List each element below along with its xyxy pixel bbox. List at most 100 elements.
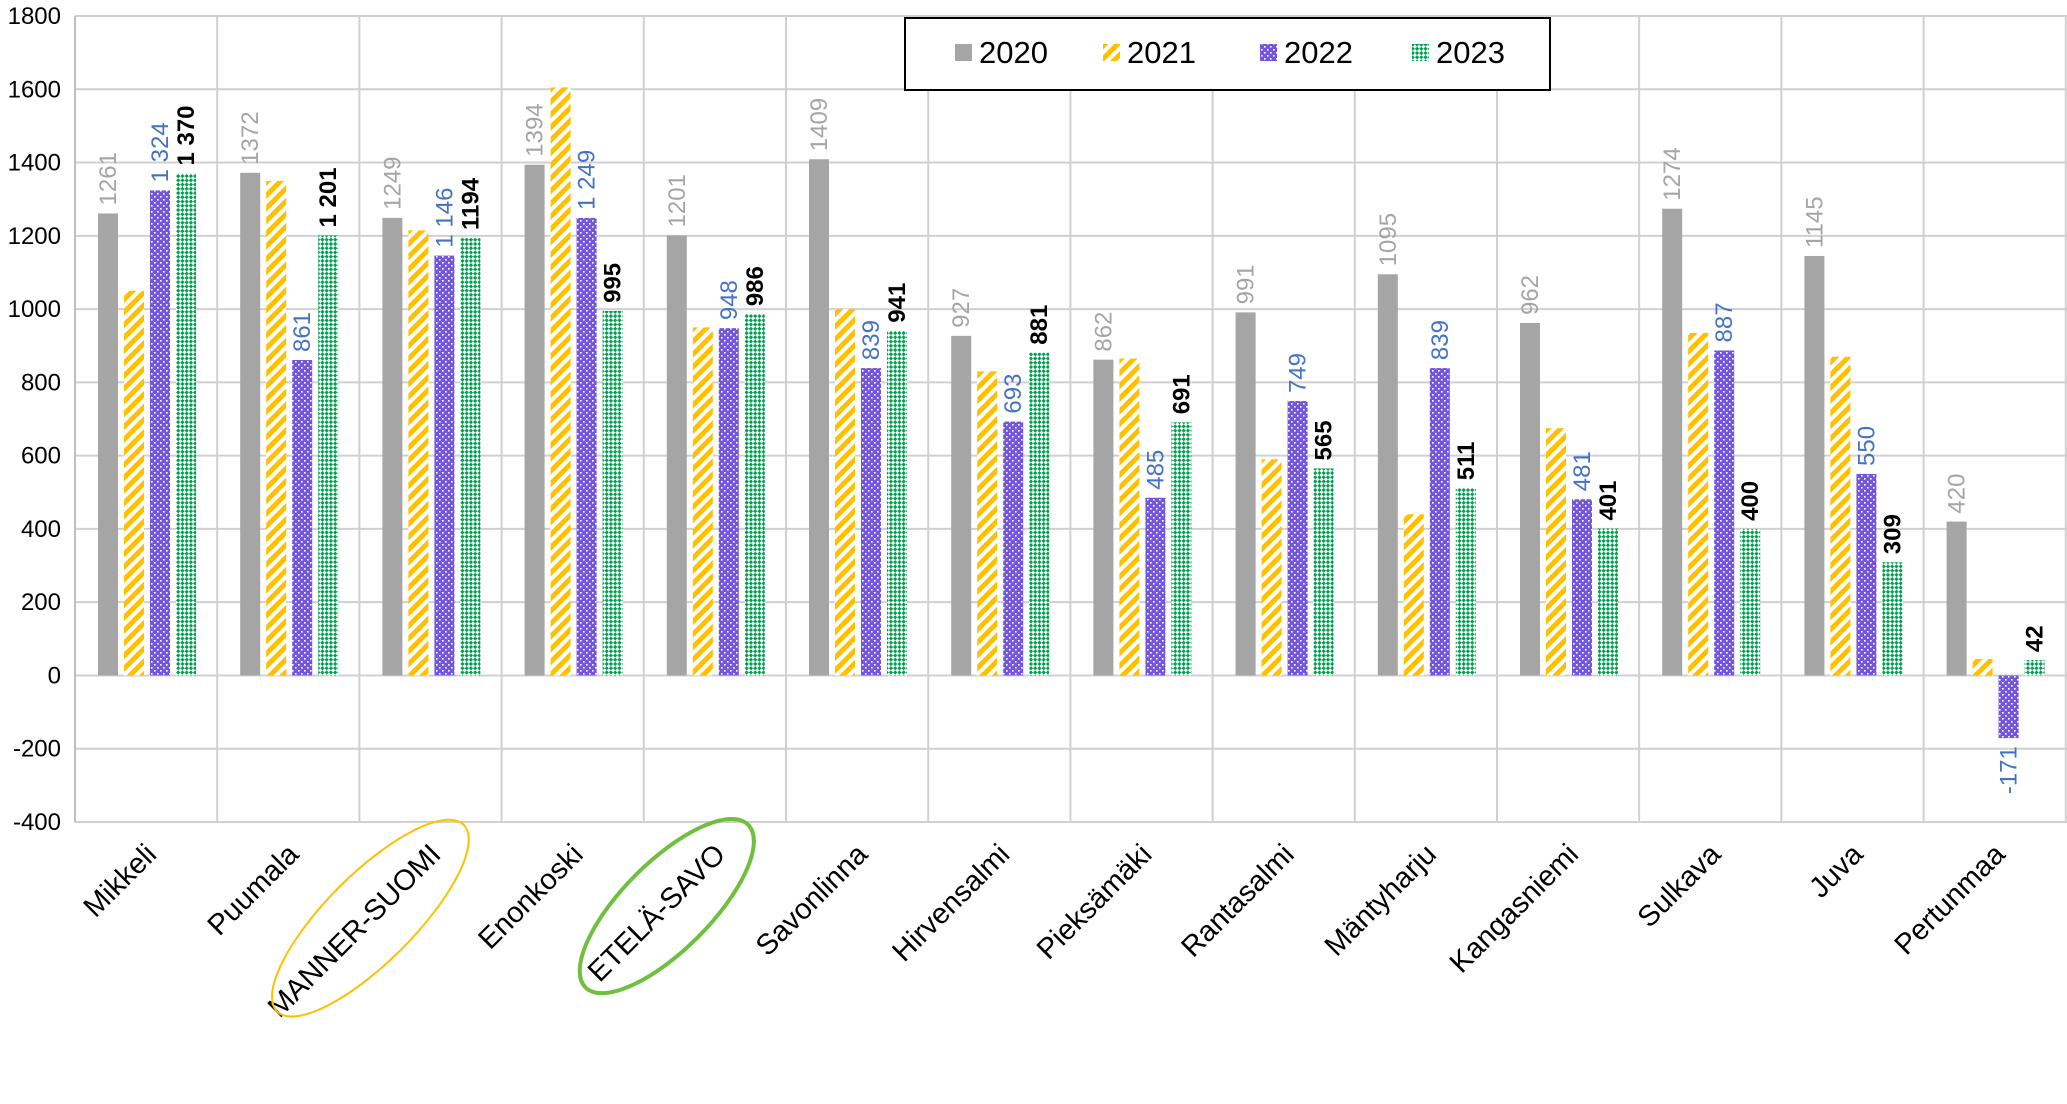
data-label-2023-enonkoski: 995: [600, 263, 627, 303]
bar-2022-mikkeli: [150, 190, 170, 676]
bar-2022-hirvensalmi: [1003, 421, 1024, 676]
bar-2021-pieksamaki: [1119, 358, 1140, 676]
bar-2020-mantyharju: [1377, 274, 1398, 676]
bar-2020-hirvensalmi: [951, 335, 972, 676]
y-tick-label: -200: [13, 736, 61, 763]
legend-label-2020: 2020: [979, 35, 1048, 70]
data-label-2022-puumala: 861: [289, 312, 316, 352]
bar-2023-pieksamaki: [1171, 422, 1192, 676]
bars: [98, 87, 2045, 739]
data-label-2023-rantasalmi: 565: [1311, 420, 1338, 460]
data-label-2022-rantasalmi: 749: [1285, 353, 1312, 393]
data-labels: 1261 1372 1249 1394 1201 1409 927 862 991 1095 962…: [95, 98, 2049, 794]
bar-2020-manner-suomi: [382, 217, 403, 676]
data-label-2022-kangasniemi: 481: [1569, 451, 1596, 491]
bar-2021-juva: [1830, 356, 1851, 676]
bar-2022-etela-savo: [718, 328, 739, 676]
data-label-2022-savonlinna: 839: [858, 320, 885, 360]
bar-2020-puumala: [240, 172, 261, 676]
data-label-2023-pieksamaki: 691: [1168, 374, 1195, 414]
bar-2021-pertunmaa: [1972, 658, 1993, 676]
bar-2022-manner-suomi: [434, 255, 455, 676]
legend-swatch-2022: [1260, 44, 1277, 61]
legend-box: [904, 17, 1551, 91]
data-label-2020-hirvensalmi: 927: [948, 288, 975, 328]
data-label-2022-sulkava: 887: [1711, 302, 1738, 342]
bar-2022-mantyharju: [1429, 368, 1450, 676]
x-tick-label-pieksamaki: Pieksämäki: [1031, 838, 1158, 965]
x-tick-label-puumala: Puumala: [202, 838, 306, 942]
y-tick-label: -400: [13, 809, 61, 836]
x-tick-label-hirvensalmi: Hirvensalmi: [887, 838, 1017, 968]
data-label-2020-etela-savo: 1201: [664, 174, 691, 227]
data-label-2022-manner-suomi: 1 146: [431, 188, 458, 248]
y-tick-label: 1200: [8, 223, 61, 250]
data-label-2020-juva: 1145: [1801, 196, 1828, 248]
data-label-2020-mikkeli: 1261: [95, 152, 122, 205]
bar-2022-juva: [1856, 473, 1877, 676]
data-label-2023-mikkeli: 1 370: [173, 105, 200, 165]
bar-2023-juva: [1882, 562, 1903, 676]
data-label-2022-juva: 550: [1853, 426, 1880, 466]
bar-2023-kangasniemi: [1598, 528, 1618, 676]
data-label-2023-kangasniemi: 401: [1595, 480, 1622, 520]
bar-2020-mikkeli: [98, 213, 118, 676]
bar-2023-puumala: [318, 235, 339, 676]
x-tick-label-mantyharju: Mäntyharju: [1319, 838, 1443, 962]
bar-2021-savonlinna: [835, 309, 855, 676]
y-tick-label: 0: [48, 662, 61, 689]
x-tick-label-kangasniemi: Kangasniemi: [1444, 838, 1585, 979]
bar-2021-manner-suomi: [408, 230, 429, 676]
bar-2023-mantyharju: [1455, 488, 1476, 676]
data-label-2023-pertunmaa: 42: [2022, 625, 2049, 652]
x-tick-label-sulkava: Sulkava: [1632, 838, 1728, 934]
bar-2023-pertunmaa: [2024, 660, 2045, 676]
bar-2020-savonlinna: [809, 159, 829, 676]
bar-2023-etela-savo: [744, 314, 765, 676]
bar-2021-rantasalmi: [1261, 459, 1282, 676]
data-label-2020-enonkoski: 1394: [522, 103, 549, 156]
bar-2020-sulkava: [1662, 208, 1683, 676]
bar-2021-kangasniemi: [1546, 428, 1566, 676]
y-tick-label: 1000: [8, 296, 61, 323]
legend-label-2022: 2022: [1284, 35, 1353, 70]
data-label-2022-mikkeli: 1 324: [147, 122, 174, 182]
y-tick-label: 1800: [8, 3, 61, 30]
highlight-ellipse-etela-savo: [577, 817, 756, 996]
legend-label-2023: 2023: [1436, 35, 1505, 70]
bar-2023-sulkava: [1740, 528, 1761, 676]
y-tick-label: 800: [21, 369, 61, 396]
bar-2020-pertunmaa: [1946, 521, 1967, 676]
bar-2020-juva: [1804, 255, 1825, 676]
bar-2021-sulkava: [1688, 332, 1709, 676]
x-tick-label-mikkeli: Mikkeli: [78, 838, 163, 923]
x-tick-label-juva: Juva: [1804, 838, 1871, 905]
x-tick-label-pertunmaa: Pertunmaa: [1889, 838, 2013, 962]
highlight-ellipse-manner-suomi: [270, 818, 470, 1018]
data-label-2023-savonlinna: 941: [884, 283, 911, 323]
data-label-2022-pieksamaki: 485: [1142, 450, 1169, 490]
bar-2021-mikkeli: [124, 290, 144, 676]
bar-2022-savonlinna: [861, 368, 881, 676]
bar-2023-savonlinna: [887, 330, 907, 676]
data-label-2023-hirvensalmi: 881: [1026, 305, 1053, 345]
data-label-2020-sulkava: 1274: [1659, 147, 1686, 200]
x-tick-label-rantasalmi: Rantasalmi: [1175, 838, 1300, 963]
bar-2021-puumala: [266, 180, 287, 676]
legend-swatch-2020: [955, 44, 972, 61]
bar-2022-enonkoski: [576, 217, 597, 676]
bar-2021-mantyharju: [1403, 514, 1424, 676]
data-label-2020-pertunmaa: 420: [1944, 474, 1971, 514]
data-label-2020-rantasalmi: 991: [1233, 264, 1260, 304]
legend-swatch-2023: [1412, 44, 1429, 61]
bar-2022-sulkava: [1714, 350, 1735, 676]
y-tick-label: 1400: [8, 150, 61, 177]
y-tick-label: 200: [21, 589, 61, 616]
bar-2022-puumala: [292, 360, 313, 676]
bar-2020-pieksamaki: [1093, 359, 1114, 676]
data-label-2020-manner-suomi: 1249: [379, 156, 406, 209]
bar-2023-enonkoski: [602, 310, 623, 676]
data-label-2020-kangasniemi: 962: [1517, 275, 1544, 315]
bar-2020-enonkoski: [524, 164, 545, 676]
